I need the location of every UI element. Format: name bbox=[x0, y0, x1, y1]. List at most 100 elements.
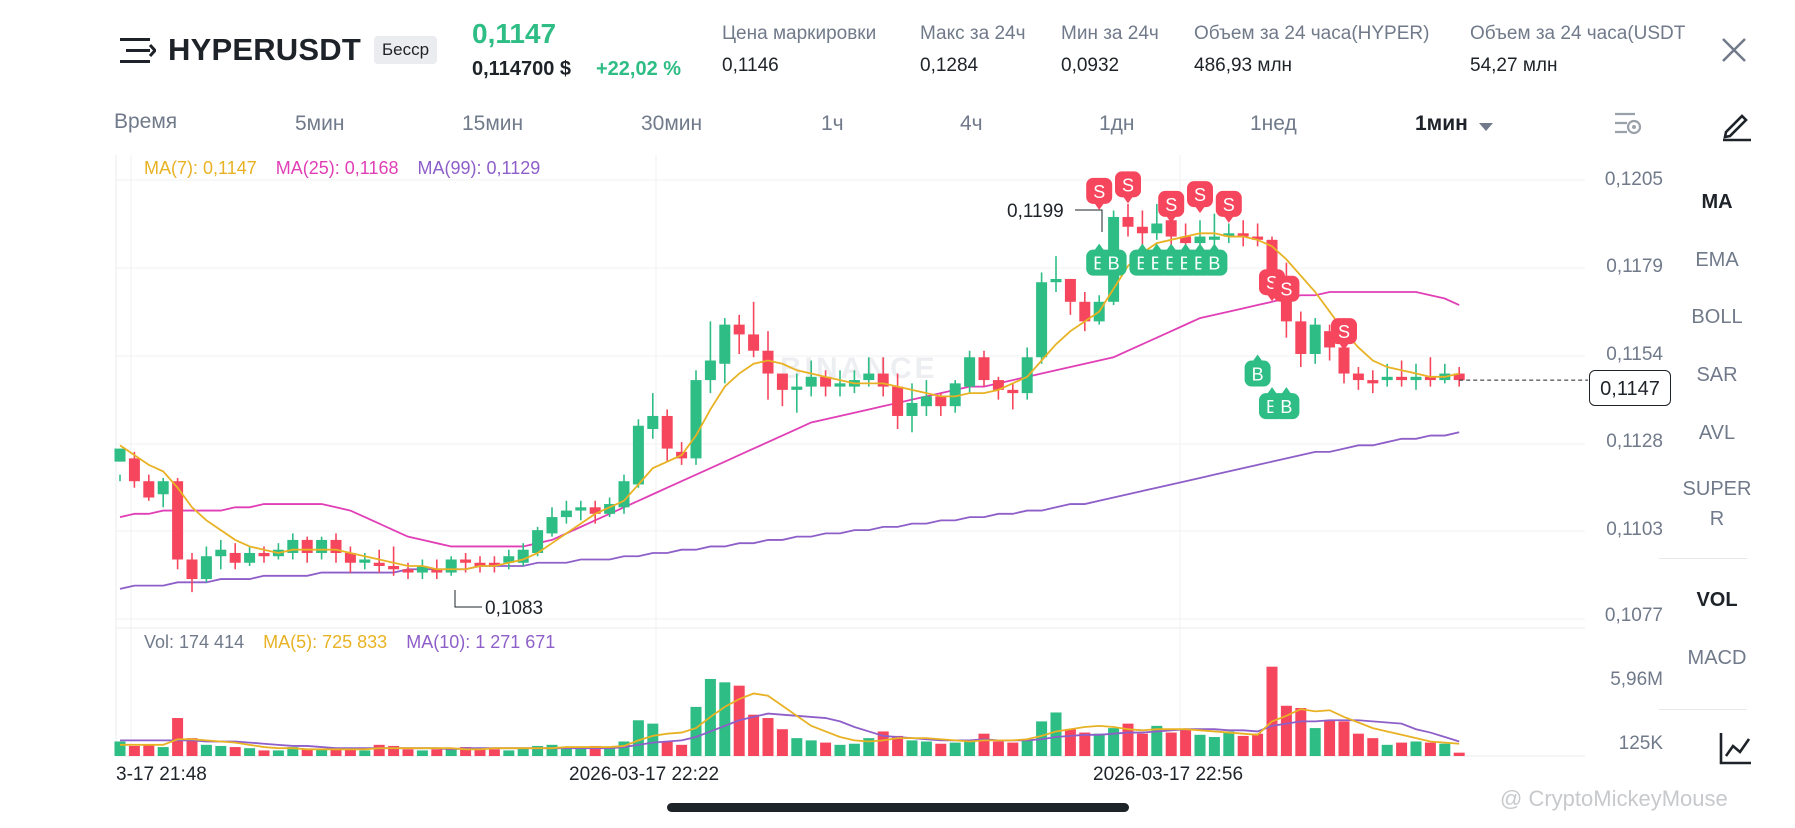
price-axis-label: 0,1077 bbox=[1604, 605, 1663, 626]
indicator-vol[interactable]: VOL bbox=[1696, 589, 1738, 611]
vol-legend: Vol: 174 414 MA(5): 725 833 MA(10): 1 27… bbox=[144, 632, 555, 653]
volume-bar bbox=[560, 747, 572, 756]
last-price: 0,1147 bbox=[472, 18, 557, 49]
candle bbox=[503, 556, 515, 563]
candle bbox=[1266, 239, 1278, 279]
tab-5m[interactable]: 5мин bbox=[295, 112, 345, 135]
stat-label-high: Макс за 24ч bbox=[920, 23, 1026, 44]
tab-30m[interactable]: 30мин bbox=[641, 112, 703, 135]
volume-bar bbox=[229, 747, 241, 756]
volume-bar bbox=[1223, 731, 1235, 756]
candle bbox=[1424, 376, 1436, 381]
sell-marker-label: S bbox=[1338, 322, 1350, 342]
chart-settings-icon[interactable] bbox=[1613, 110, 1643, 143]
ma99-line bbox=[119, 431, 1460, 590]
volume-bar bbox=[1064, 729, 1076, 756]
symbol-title[interactable]: HYPERUSDT bbox=[168, 32, 361, 67]
chevron-down-icon[interactable] bbox=[1478, 119, 1494, 137]
tab-15m[interactable]: 15мин bbox=[462, 112, 524, 135]
chart-type-icon[interactable] bbox=[1718, 730, 1754, 771]
tab-1h[interactable]: 1ч bbox=[821, 112, 844, 135]
buy-marker bbox=[1201, 249, 1228, 276]
ma7-line bbox=[119, 232, 1460, 571]
candle bbox=[1007, 389, 1019, 394]
ma-legend: MA(7): 0,1147 MA(25): 0,1168 MA(99): 0,1… bbox=[144, 158, 540, 179]
volume-axis-label: 5,96M bbox=[1610, 669, 1663, 690]
volume-bar bbox=[1208, 737, 1220, 756]
stat-value-mark: 0,1146 bbox=[722, 55, 779, 76]
stat-label-mark: Цена маркировки bbox=[722, 23, 877, 44]
author-watermark: @ CryptoMickeyMouse bbox=[1500, 786, 1728, 811]
volume-bar bbox=[935, 743, 947, 756]
buy-marker-label: B bbox=[1108, 254, 1120, 274]
volume-bar bbox=[1237, 735, 1249, 756]
candle bbox=[575, 507, 587, 511]
vol-ma10-legend: MA(10): 1 271 671 bbox=[406, 632, 556, 652]
candle bbox=[1079, 301, 1091, 322]
candle bbox=[719, 324, 731, 364]
volume-bar bbox=[1424, 742, 1436, 756]
volume-bar bbox=[402, 749, 414, 756]
ma25-legend: MA(25): 0,1168 bbox=[275, 158, 399, 178]
candle bbox=[920, 396, 932, 407]
sell-marker-label: S bbox=[1093, 182, 1105, 202]
indicator-ma[interactable]: MA bbox=[1701, 191, 1733, 213]
candle bbox=[661, 415, 673, 449]
indicator-macd[interactable]: MACD bbox=[1687, 647, 1747, 669]
candle bbox=[517, 549, 529, 563]
buy-marker-pointer bbox=[1195, 243, 1205, 251]
draw-tool-icon[interactable] bbox=[1720, 108, 1754, 147]
indicator-ema[interactable]: EMA bbox=[1695, 249, 1739, 271]
indicator-sar[interactable]: SAR bbox=[1696, 364, 1738, 386]
tab-1w[interactable]: 1нед bbox=[1250, 112, 1297, 135]
stat-value-volume-base: 486,93 млн bbox=[1194, 55, 1293, 76]
volume-bar bbox=[632, 720, 644, 756]
candle bbox=[330, 539, 342, 553]
volume-bar bbox=[431, 749, 443, 756]
candle bbox=[229, 552, 241, 563]
indicator-avl[interactable]: AVL bbox=[1698, 422, 1736, 444]
candle bbox=[128, 458, 140, 482]
candle bbox=[1180, 236, 1192, 244]
candle bbox=[1151, 223, 1163, 234]
tab-4h[interactable]: 4ч bbox=[960, 112, 983, 135]
volume-bar bbox=[128, 745, 140, 756]
indicator-boll[interactable]: BOLL bbox=[1691, 306, 1743, 328]
candle bbox=[1122, 216, 1134, 227]
volume-bar bbox=[1021, 739, 1033, 756]
candle bbox=[416, 566, 428, 573]
candle bbox=[1381, 376, 1393, 381]
stat-value-high: 0,1284 bbox=[920, 55, 979, 76]
indicator-super[interactable]: SUPER bbox=[1682, 478, 1752, 500]
volume-bar bbox=[992, 741, 1004, 756]
sell-marker bbox=[1115, 171, 1141, 198]
tab-1m-selected[interactable]: 1мин bbox=[1415, 112, 1468, 135]
volume-bar bbox=[676, 744, 688, 756]
tab-1d[interactable]: 1дн bbox=[1099, 112, 1135, 135]
high-annotation: 0,1199 bbox=[1007, 201, 1064, 222]
volume-bar bbox=[604, 747, 616, 756]
sell-marker bbox=[1158, 190, 1185, 217]
candle bbox=[632, 425, 644, 485]
candle bbox=[1338, 347, 1350, 374]
volume-bar bbox=[445, 748, 457, 756]
candle bbox=[157, 481, 169, 495]
close-icon[interactable] bbox=[1721, 37, 1747, 63]
volume-bar bbox=[1180, 729, 1192, 756]
indicator-super-r[interactable]: R bbox=[1709, 508, 1725, 530]
volume-bar bbox=[546, 744, 558, 756]
candle bbox=[445, 559, 457, 573]
candle bbox=[1309, 324, 1321, 354]
volume-bar bbox=[920, 741, 932, 756]
buy-marker bbox=[1100, 249, 1127, 276]
candle bbox=[460, 559, 472, 563]
sell-marker bbox=[1187, 181, 1213, 208]
volume-bar bbox=[215, 745, 227, 756]
menu-icon[interactable] bbox=[120, 36, 158, 66]
volume-bar bbox=[373, 744, 385, 756]
volume-bar bbox=[575, 748, 587, 756]
buy-marker-pointer bbox=[1267, 387, 1277, 395]
price-usd: 0,114700 $ bbox=[472, 58, 571, 80]
candle bbox=[186, 559, 198, 580]
